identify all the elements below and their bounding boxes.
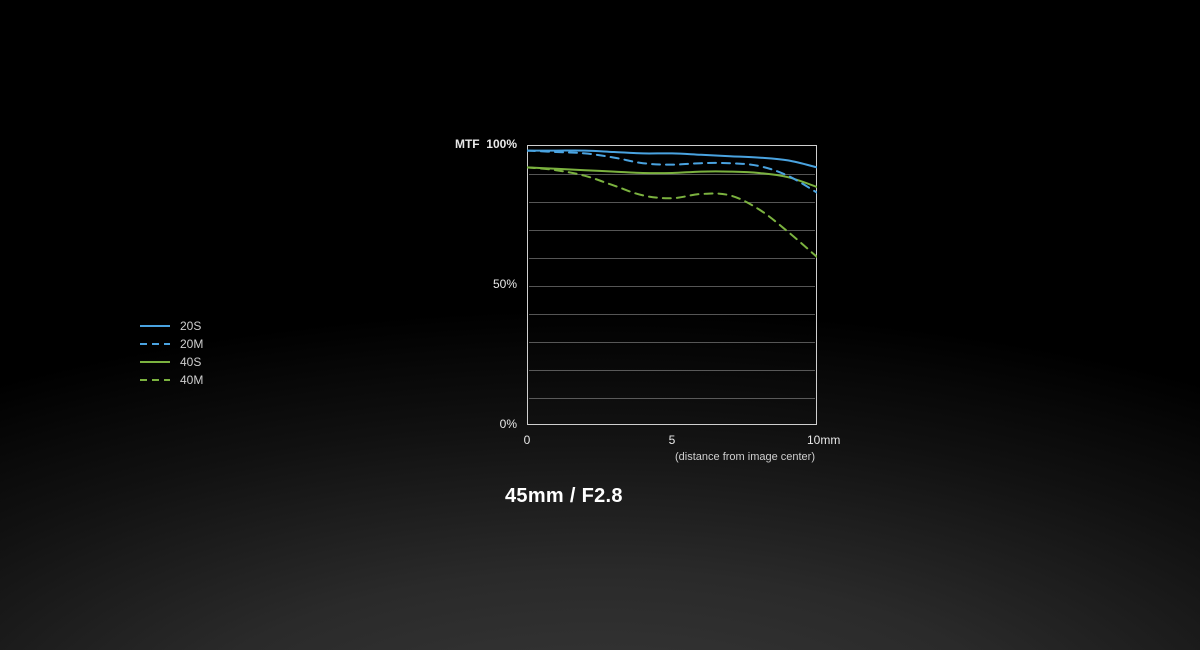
chart-legend: 20S 20M 40S 40M	[140, 317, 203, 389]
legend-swatch-20m	[140, 335, 170, 353]
series-40m	[527, 167, 817, 257]
legend-item-40s: 40S	[140, 353, 203, 371]
legend-label-20s: 20S	[180, 317, 201, 335]
legend-label-40s: 40S	[180, 353, 201, 371]
mtf-chart: MTF 100% 50% 0% 0 5 10mm (distance from …	[527, 145, 817, 425]
x-axis-caption: (distance from image center)	[675, 451, 815, 463]
ytick-50: 50%	[457, 277, 517, 291]
legend-label-20m: 20M	[180, 335, 203, 353]
legend-label-40m: 40M	[180, 371, 203, 389]
legend-swatch-40m	[140, 371, 170, 389]
stage: 20S 20M 40S 40M MTF 100% 50% 0%	[0, 0, 1200, 650]
chart-series-svg	[527, 145, 817, 425]
legend-item-20m: 20M	[140, 335, 203, 353]
axis-label-mtf: MTF 100%	[427, 137, 517, 151]
legend-item-40m: 40M	[140, 371, 203, 389]
series-40s	[527, 167, 817, 187]
ytick-100: 100%	[486, 137, 517, 151]
legend-swatch-20s	[140, 317, 170, 335]
ytick-0: 0%	[457, 417, 517, 431]
mtf-label-text: MTF	[455, 137, 480, 151]
xtick-10: 10mm	[807, 433, 840, 447]
xtick-0: 0	[524, 433, 531, 447]
chart-title: 45mm / F2.8	[505, 485, 623, 508]
legend-item-20s: 20S	[140, 317, 203, 335]
xtick-5: 5	[669, 433, 676, 447]
legend-swatch-40s	[140, 353, 170, 371]
